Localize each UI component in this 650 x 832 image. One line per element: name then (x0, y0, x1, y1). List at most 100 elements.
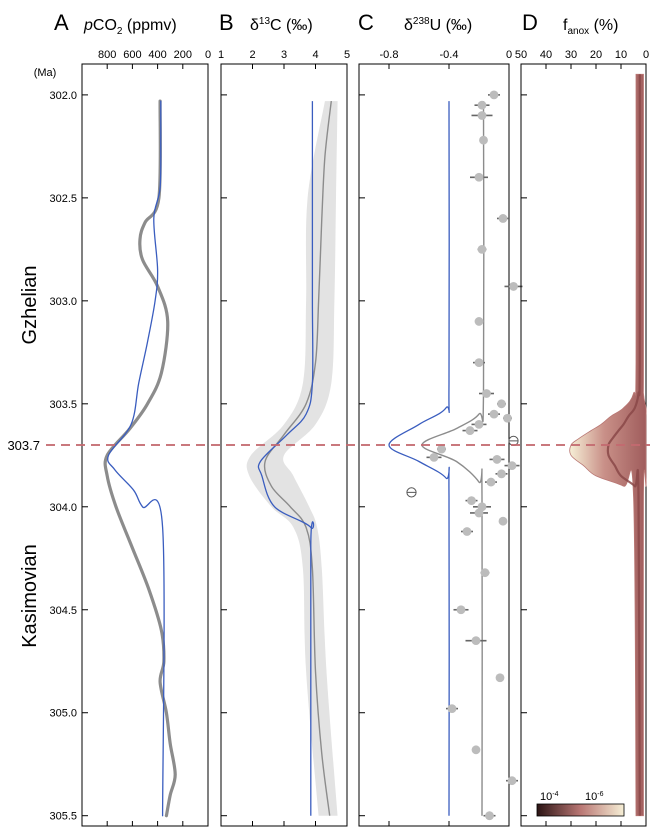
colorbar-right-base: 10 (585, 791, 597, 803)
d238u-data-point (465, 426, 475, 435)
panel-a-title-tail: (ppmv) (122, 17, 176, 34)
d238u-data-point (498, 516, 508, 526)
x-tick-label: 4 (312, 49, 318, 61)
age-tick-label: 303.0 (49, 296, 77, 308)
d238u-data-point (471, 636, 481, 646)
panel-c-letter: C (358, 10, 374, 35)
d238u-data-point (477, 100, 487, 110)
age-tick-label: 302.0 (49, 90, 77, 102)
d238u-data-point (503, 413, 512, 423)
d238u-data-point (507, 461, 517, 470)
d238u-data-point (486, 477, 496, 487)
d238u-data-point (477, 244, 487, 254)
d13c-uncertainty-band (246, 101, 338, 816)
d238u-data-point (456, 605, 466, 615)
d238u-data-point (474, 420, 484, 429)
stage-label-gzhelian: Gzhelian (19, 266, 41, 345)
d238u-data-point (479, 135, 488, 145)
d238u-data-point (447, 704, 457, 714)
panel-c-d238u: C δ238U (‰) -0.8 -0.4 0 (358, 10, 523, 827)
d238u-data-point (474, 358, 484, 368)
age-unit-label: (Ma) (34, 67, 57, 79)
panel-d-title: fanox (%) (563, 17, 618, 37)
d238u-data-point (437, 444, 446, 454)
x-tick-label: 50 (515, 49, 527, 61)
d238u-data-point (474, 317, 484, 326)
panel-a-series (103, 99, 177, 818)
panel-a-pco2: A pCO2 (ppmv) 800 600 400 200 0 (54, 10, 211, 827)
colorbar-label-right: 10-6 (585, 791, 604, 803)
panel-d-x-axis: 50 40 30 20 10 0 (515, 49, 649, 826)
age-tick-label: 304.5 (49, 605, 77, 617)
panel-b-letter: B (219, 10, 234, 35)
d238u-data-point (489, 90, 499, 100)
event-marker-label: 303.7 (7, 438, 40, 453)
panel-c-title-sup: 238 (413, 16, 430, 27)
panel-c-title: δ238U (‰) (404, 16, 472, 34)
panel-b-title-sup: 13 (259, 16, 271, 27)
d238u-data-point (480, 568, 490, 578)
d238u-data-point (474, 508, 484, 518)
x-tick-label: 20 (590, 49, 602, 61)
panel-c-x-axis: -0.8 -0.4 0 (380, 49, 512, 826)
panel-b-title-main: δ (250, 17, 259, 34)
x-tick-label: 600 (123, 49, 141, 61)
d238u-data-point (429, 452, 439, 462)
panel-a-x-axis: 800 600 400 200 0 (98, 49, 211, 826)
panel-b-title: δ13C (‰) (250, 16, 313, 34)
x-tick-label: 40 (540, 49, 552, 61)
d238u-data-point (477, 111, 487, 120)
colorbar-left-exp: -4 (552, 791, 558, 798)
panel-c-title-tail: U (‰) (430, 17, 473, 34)
x-tick-label: 800 (98, 49, 116, 61)
panel-b-title-tail: C (‰) (270, 17, 313, 34)
panel-d-title-sub: anox (567, 26, 589, 37)
d238u-data-point (482, 389, 491, 398)
event-marker: 303.7 (7, 438, 650, 453)
panel-d-title-tail: (%) (589, 17, 618, 34)
d238u-data-point (497, 469, 506, 479)
panel-a-title: pCO2 (ppmv) (83, 17, 177, 37)
x-tick-label: 30 (565, 49, 577, 61)
age-tick-label: 305.5 (49, 811, 77, 823)
d238u-data-point (495, 673, 505, 683)
x-tick-label: 10 (615, 49, 627, 61)
x-tick-label: 400 (148, 49, 166, 61)
d238u-data-point (485, 811, 494, 821)
d238u-data-point (507, 776, 517, 786)
stage-label-kasimovian: Kasimovian (19, 544, 41, 647)
colorbar-right-exp: -6 (597, 791, 603, 798)
panel-d-title-main: f (563, 17, 568, 34)
d238u-data-point (489, 409, 499, 419)
panel-b-d13c: B δ13C (‰) 1 2 3 4 5 (218, 10, 350, 827)
colorbar-label-left: 10-4 (540, 791, 559, 803)
d238u-data-point (471, 745, 481, 755)
d238u-data-point (467, 496, 476, 506)
panel-a-letter: A (54, 10, 69, 35)
age-tick-label: 304.0 (49, 502, 77, 514)
panel-d-fanox: D fanox (%) 50 40 30 20 10 0 10-4 10-6 (515, 10, 649, 827)
age-axis: 302.0 302.5 303.0 303.5 304.0 304.5 305.0 305.5 (49, 90, 527, 823)
x-tick-label: 0 (205, 49, 211, 61)
x-tick-label: 0 (506, 49, 512, 61)
x-tick-label: -0.4 (440, 49, 459, 61)
d238u-data-point (497, 399, 506, 409)
age-tick-label: 305.0 (49, 708, 77, 720)
x-tick-label: -0.8 (380, 49, 399, 61)
x-tick-label: 2 (249, 49, 255, 61)
x-tick-label: 1 (218, 49, 224, 61)
panel-a-title-main: CO (93, 17, 117, 34)
x-tick-label: 200 (174, 49, 192, 61)
pco2-data-curve (103, 99, 177, 818)
pco2-model-curve (107, 100, 165, 817)
colorbar-left-base: 10 (540, 791, 552, 803)
panel-a-title-italic: p (83, 17, 93, 34)
d238u-data-point (498, 214, 508, 223)
panel-c-title-main: δ (404, 17, 413, 34)
panel-d-colorbar: 10-4 10-6 (536, 791, 625, 817)
x-tick-label: 5 (344, 49, 350, 61)
fanox-core-band (606, 74, 641, 816)
d238u-data-point (474, 172, 484, 182)
d238u-data-point (509, 282, 518, 291)
